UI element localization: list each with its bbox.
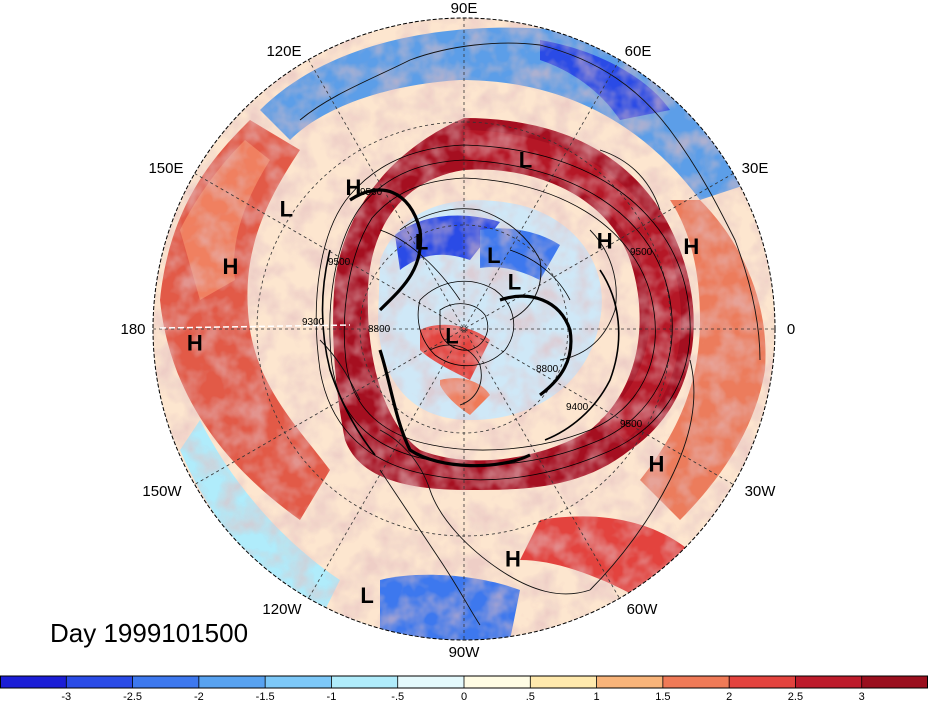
contour-label: 9500 bbox=[360, 187, 383, 198]
lon-label-60w: 60W bbox=[627, 601, 659, 618]
colorbar-swatch bbox=[198, 676, 266, 688]
lon-label-30w: 30W bbox=[745, 483, 777, 500]
colorbar-tick-label: 3 bbox=[859, 691, 865, 702]
lon-label-30e: 30E bbox=[742, 160, 769, 177]
contour-label: 8800 bbox=[368, 324, 391, 335]
high-pressure-marker: H bbox=[597, 229, 613, 254]
low-pressure-marker: L bbox=[280, 197, 293, 222]
low-pressure-marker: L bbox=[415, 230, 428, 255]
colorbar-swatch bbox=[795, 676, 863, 688]
lon-label-60e: 60E bbox=[625, 43, 652, 60]
contour-label: 9500 bbox=[620, 419, 643, 430]
colorbar-swatch bbox=[132, 676, 200, 688]
lon-label-120e: 120E bbox=[266, 43, 301, 60]
anomaly-field: 9500 9500 9500 9300 8800 9400 9500 8800 … bbox=[153, 18, 775, 640]
colorbar-swatch bbox=[596, 676, 664, 688]
contour-label: 8800 bbox=[536, 364, 559, 375]
lon-label-90e: 90E bbox=[451, 0, 478, 17]
colorbar-tick-label: 2.5 bbox=[788, 691, 803, 702]
low-pressure-marker: L bbox=[508, 269, 521, 294]
colorbar-tick-label: -1.5 bbox=[256, 691, 275, 702]
colorbar-tick-label: -2 bbox=[194, 691, 204, 702]
lon-label-150w: 150W bbox=[142, 483, 182, 500]
longitude-labels: 90E 60E 30E 0 30W 60W 90W 120W 150W 180 … bbox=[120, 0, 795, 661]
colorbar-swatch bbox=[861, 676, 928, 688]
colorbar-swatch bbox=[331, 676, 399, 688]
colorbar-tick-label: 1.5 bbox=[655, 691, 670, 702]
contour-label-group: 9500 9500 9500 9300 8800 9400 9500 8800 bbox=[302, 187, 653, 430]
low-pressure-marker: L bbox=[360, 583, 373, 608]
colorbar-tick-label: .5 bbox=[526, 691, 535, 702]
low-pressure-marker: L bbox=[445, 323, 458, 348]
high-pressure-marker: H bbox=[222, 254, 238, 279]
colorbar-tick-label: -2.5 bbox=[123, 691, 142, 702]
colorbar-tick-label: 2 bbox=[726, 691, 732, 702]
colorbar-tick-label: 1 bbox=[594, 691, 600, 702]
coastlines bbox=[299, 42, 761, 626]
high-pressure-marker: H bbox=[683, 234, 699, 259]
colorbar-swatch bbox=[66, 676, 134, 688]
contour-label: 9300 bbox=[302, 317, 325, 328]
lon-label-180: 180 bbox=[120, 321, 145, 338]
colorbar-swatch bbox=[0, 676, 67, 688]
map-boundary bbox=[152, 17, 776, 641]
colorbar-swatch bbox=[464, 676, 531, 688]
colorbar-swatch bbox=[530, 676, 598, 688]
lon-label-120w: 120W bbox=[262, 601, 302, 618]
colorbar-tick-label: -.5 bbox=[391, 691, 404, 702]
colorbar-swatch bbox=[662, 676, 730, 688]
day-title: Day 1999101500 bbox=[50, 618, 249, 648]
height-contours bbox=[315, 144, 691, 481]
low-pressure-marker: L bbox=[519, 148, 532, 173]
contour-label: 9500 bbox=[630, 247, 653, 258]
high-pressure-marker: H bbox=[187, 331, 203, 356]
dateline bbox=[159, 324, 351, 329]
colorbar-swatch bbox=[265, 676, 332, 688]
lon-label-0: 0 bbox=[787, 321, 795, 338]
colorbar: -3 -2.5 -2 -1.5 -1 -.5 0 .5 1 1.5 2 2.5 3 bbox=[0, 675, 928, 702]
colorbar-tick-label: 0 bbox=[461, 691, 467, 702]
high-pressure-marker: H bbox=[505, 546, 521, 571]
contour-label: 9500 bbox=[328, 257, 351, 268]
lon-label-150e: 150E bbox=[148, 160, 183, 177]
colorbar-tick-label: -1 bbox=[327, 691, 337, 702]
low-pressure-marker: L bbox=[487, 243, 500, 268]
colorbar-swatch bbox=[397, 676, 465, 688]
lon-label-90w: 90W bbox=[449, 644, 481, 661]
colorbar-swatch bbox=[729, 676, 796, 688]
contour-label: 9400 bbox=[566, 402, 589, 413]
colorbar-tick-label: -3 bbox=[61, 691, 71, 702]
high-pressure-marker: H bbox=[345, 175, 361, 200]
high-pressure-marker: H bbox=[649, 451, 665, 476]
